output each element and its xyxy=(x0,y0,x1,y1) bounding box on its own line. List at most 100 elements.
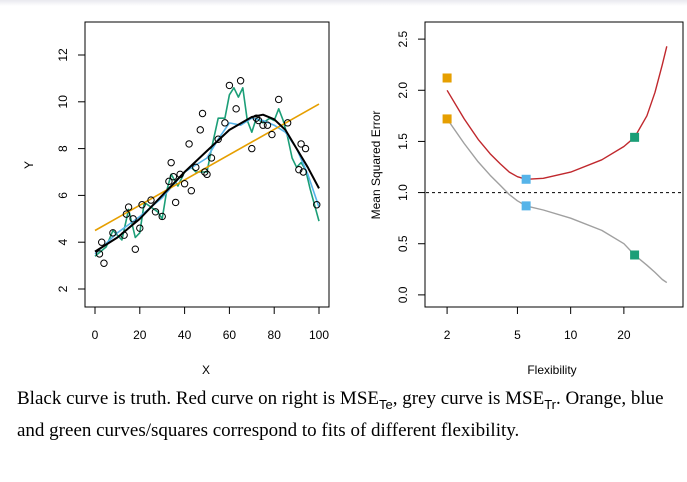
left-x-tick-label: 20 xyxy=(133,328,147,342)
left-y-tick-label: 12 xyxy=(56,48,70,62)
left-x-tick-label: 80 xyxy=(268,328,282,342)
right-y-tick-label: 0.5 xyxy=(396,235,410,252)
left-y-tick-label: 10 xyxy=(56,95,70,109)
flexibility-marker xyxy=(521,201,531,211)
left-plot-frame xyxy=(84,21,330,308)
data-point xyxy=(198,109,207,118)
data-point xyxy=(207,154,216,162)
right-y-tick-label: 2.5 xyxy=(396,30,410,47)
right-x-tick-label: 20 xyxy=(617,328,631,342)
data-point xyxy=(158,212,166,221)
left-x-tick-label: 0 xyxy=(92,328,99,342)
data-point xyxy=(252,114,260,122)
caption-subscript-tr: Tr xyxy=(544,396,556,412)
data-point xyxy=(192,163,200,172)
data-point xyxy=(248,144,256,153)
left-axes: 0 20 40 60 80 100 2 4 6 8 10 12 xyxy=(56,48,329,342)
data-point xyxy=(203,170,211,179)
data-point xyxy=(214,135,222,143)
left-y-tick-label: 4 xyxy=(56,239,70,246)
data-point xyxy=(283,119,292,127)
left-y-tick-label: 6 xyxy=(56,192,70,199)
data-point xyxy=(122,210,131,218)
caption-text-2: , grey curve is MSE xyxy=(392,388,545,409)
data-point xyxy=(151,208,160,216)
data-point xyxy=(254,116,263,125)
right-x-axis-title: Flexibility xyxy=(527,363,576,377)
left-chart: 0 20 40 60 80 100 2 4 6 8 10 12 X Y xyxy=(22,21,330,377)
data-point xyxy=(180,180,189,188)
training-mse-curve xyxy=(446,118,668,284)
slide-top-bar xyxy=(0,0,687,6)
right-x-tick-label: 5 xyxy=(514,328,521,342)
data-point xyxy=(236,77,245,85)
data-point xyxy=(100,259,108,267)
data-point xyxy=(263,121,272,129)
data-point xyxy=(274,95,283,104)
left-y-axis-title: Y xyxy=(22,161,36,169)
data-point xyxy=(147,196,155,204)
right-y-tick-label: 1.0 xyxy=(396,184,410,201)
data-point xyxy=(131,245,140,253)
data-point xyxy=(187,187,196,195)
left-data-points xyxy=(95,77,321,267)
data-point xyxy=(171,198,180,207)
right-plot-frame xyxy=(424,21,684,308)
data-point xyxy=(259,121,267,129)
flexibility-marker xyxy=(630,250,640,260)
data-point xyxy=(109,229,117,237)
data-point xyxy=(225,81,234,90)
right-y-tick-label: 0.0 xyxy=(396,286,410,303)
data-point xyxy=(138,201,146,209)
caption-text-1: Black curve is truth. Red curve on right… xyxy=(17,388,379,409)
truth-curve xyxy=(94,113,320,253)
data-point xyxy=(297,140,305,148)
caption-text-3: . Orange, blue and green curves/squares … xyxy=(17,388,664,441)
left-fit-curves xyxy=(94,87,320,257)
data-point xyxy=(232,105,240,113)
right-y-axis-title: Mean Squared Error xyxy=(369,111,383,220)
right-mse-curves xyxy=(426,46,682,284)
wiggly-fit-curve xyxy=(94,87,320,257)
right-chart: 2 5 10 20 0.0 0.5 1.0 1.5 2.0 2.5 Flexibility Mea… xyxy=(369,21,684,377)
data-point xyxy=(196,126,204,134)
data-point xyxy=(201,168,209,176)
data-point xyxy=(295,165,303,174)
data-point xyxy=(136,224,144,232)
smooth-fit-curve xyxy=(94,117,320,255)
right-y-tick-label: 2.0 xyxy=(396,82,410,99)
data-point xyxy=(301,144,310,153)
left-x-tick-label: 40 xyxy=(178,328,192,342)
data-point xyxy=(313,201,321,209)
right-axes: 2 5 10 20 0.0 0.5 1.0 1.5 2.0 2.5 xyxy=(396,30,631,342)
data-point xyxy=(167,158,175,167)
right-flexibility-markers xyxy=(442,73,640,260)
data-point xyxy=(95,250,104,258)
right-y-tick-label: 1.5 xyxy=(396,133,410,150)
flexibility-marker xyxy=(521,174,531,184)
data-point xyxy=(221,119,229,127)
data-point xyxy=(124,203,133,211)
flexibility-marker xyxy=(630,132,640,142)
caption-subscript-te: Te xyxy=(379,396,393,412)
left-y-tick-label: 2 xyxy=(56,285,70,292)
data-point xyxy=(129,215,137,223)
data-point xyxy=(176,170,184,179)
left-x-tick-label: 100 xyxy=(309,328,329,342)
data-point xyxy=(165,177,173,186)
data-point xyxy=(268,130,276,139)
test-mse-curve xyxy=(446,46,668,180)
left-x-tick-label: 60 xyxy=(223,328,237,342)
slide-caption: Black curve is truth. Red curve on right… xyxy=(17,386,677,444)
left-x-axis-title: X xyxy=(202,363,210,377)
data-point xyxy=(120,231,128,239)
data-point xyxy=(169,172,178,181)
data-point xyxy=(299,168,308,176)
left-y-tick-label: 8 xyxy=(56,145,70,152)
data-point xyxy=(98,238,106,246)
figure: 0 20 40 60 80 100 2 4 6 8 10 12 X Y 2 5 10 20 0.0 0.5 1.0… xyxy=(22,21,684,377)
flexibility-marker xyxy=(442,114,452,124)
right-x-tick-label: 10 xyxy=(564,328,578,342)
data-point xyxy=(185,140,193,148)
right-x-tick-label: 2 xyxy=(444,328,451,342)
